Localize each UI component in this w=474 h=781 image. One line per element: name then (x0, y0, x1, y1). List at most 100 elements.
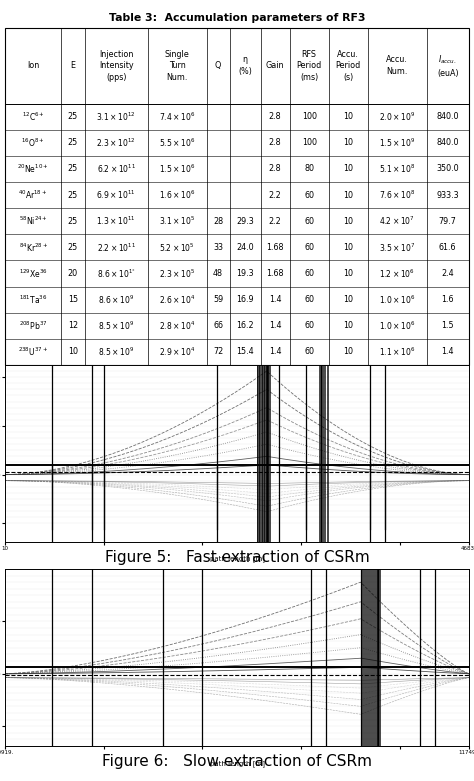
Text: 840.0: 840.0 (437, 112, 459, 121)
Text: $1.3\times10^{11}$: $1.3\times10^{11}$ (96, 215, 136, 227)
Text: $3.1\times10^{5}$: $3.1\times10^{5}$ (159, 215, 195, 227)
Text: $8.6\times10^{9}$: $8.6\times10^{9}$ (98, 294, 134, 306)
Text: $I_{accu.}$
(euA): $I_{accu.}$ (euA) (437, 54, 458, 77)
Text: 66: 66 (213, 321, 223, 330)
Text: 60: 60 (304, 348, 314, 356)
Text: 350.0: 350.0 (437, 164, 459, 173)
Text: $1.5\times10^{6}$: $1.5\times10^{6}$ (159, 162, 195, 175)
Text: 10: 10 (343, 321, 353, 330)
Text: 1.4: 1.4 (269, 295, 282, 304)
Text: 25: 25 (68, 138, 78, 148)
Text: $1.0\times10^{6}$: $1.0\times10^{6}$ (379, 319, 415, 332)
Text: 2.8: 2.8 (269, 164, 282, 173)
Text: $^{40}$Ar$^{18+}$: $^{40}$Ar$^{18+}$ (18, 189, 48, 201)
Text: 2.2: 2.2 (269, 191, 282, 199)
Text: 10: 10 (343, 191, 353, 199)
Text: 15: 15 (68, 295, 78, 304)
Text: $6.2\times10^{11}$: $6.2\times10^{11}$ (97, 162, 136, 175)
Text: path length [m]: path length [m] (210, 760, 264, 767)
Text: $2.3\times10^{5}$: $2.3\times10^{5}$ (159, 267, 195, 280)
Text: $2.6\times10^{4}$: $2.6\times10^{4}$ (159, 294, 195, 306)
Text: $^{84}$Kr$^{28+}$: $^{84}$Kr$^{28+}$ (18, 241, 48, 254)
Text: 79.7: 79.7 (439, 216, 456, 226)
Text: Single
Turn
Num.: Single Turn Num. (165, 50, 190, 81)
Text: 2.8: 2.8 (269, 138, 282, 148)
Text: 10: 10 (68, 348, 78, 356)
Text: Ion: Ion (27, 61, 39, 70)
Text: 2.4: 2.4 (441, 269, 454, 278)
Text: Table 3:  Accumulation parameters of RF3: Table 3: Accumulation parameters of RF3 (109, 13, 365, 23)
Text: 840.0: 840.0 (437, 138, 459, 148)
Text: 10: 10 (343, 295, 353, 304)
Text: $2.0\times10^{9}$: $2.0\times10^{9}$ (379, 110, 415, 123)
Text: 60: 60 (304, 191, 314, 199)
Text: 933.3: 933.3 (437, 191, 459, 199)
Text: 10: 10 (343, 216, 353, 226)
Text: 1.6: 1.6 (441, 295, 454, 304)
Text: $2.2\times10^{11}$: $2.2\times10^{11}$ (97, 241, 136, 254)
Text: 10: 10 (343, 112, 353, 121)
Text: RFS
Period
(ms): RFS Period (ms) (297, 50, 322, 81)
Text: $1.6\times10^{6}$: $1.6\times10^{6}$ (159, 189, 195, 201)
Text: 2.8: 2.8 (269, 112, 282, 121)
Text: $^{20}$Ne$^{10+}$: $^{20}$Ne$^{10+}$ (18, 162, 49, 175)
Text: $1.5\times10^{9}$: $1.5\times10^{9}$ (379, 137, 415, 149)
Text: 1.4: 1.4 (269, 321, 282, 330)
Text: $5.1\times10^{8}$: $5.1\times10^{8}$ (379, 162, 415, 175)
Text: $^{58}$Ni$^{24+}$: $^{58}$Ni$^{24+}$ (18, 215, 47, 227)
Text: 24.0: 24.0 (236, 243, 254, 251)
Text: 10: 10 (343, 348, 353, 356)
Text: 16.2: 16.2 (236, 321, 254, 330)
Text: $2.8\times10^{4}$: $2.8\times10^{4}$ (159, 319, 195, 332)
Text: $5.5\times10^{6}$: $5.5\times10^{6}$ (159, 137, 195, 149)
Text: η
(%): η (%) (238, 55, 252, 76)
Text: 10: 10 (343, 138, 353, 148)
Text: 25: 25 (68, 243, 78, 251)
Text: 60: 60 (304, 243, 314, 251)
Text: 1.68: 1.68 (266, 243, 284, 251)
Text: 60: 60 (304, 321, 314, 330)
Text: 1.4: 1.4 (269, 348, 282, 356)
Text: Gain: Gain (266, 61, 284, 70)
Text: 25: 25 (68, 164, 78, 173)
Text: 1.5: 1.5 (441, 321, 454, 330)
Text: Figure 6:   Slow extraction of CSRm: Figure 6: Slow extraction of CSRm (102, 754, 372, 769)
Text: $1.1\times10^{6}$: $1.1\times10^{6}$ (379, 346, 415, 358)
Text: $3.5\times10^{7}$: $3.5\times10^{7}$ (379, 241, 415, 254)
Text: 60: 60 (304, 216, 314, 226)
Text: $7.4\times10^{6}$: $7.4\times10^{6}$ (159, 110, 195, 123)
Text: 10: 10 (343, 164, 353, 173)
Text: 48: 48 (213, 269, 223, 278)
Text: $2.9\times10^{4}$: $2.9\times10^{4}$ (159, 346, 195, 358)
Text: $8.6\times10^{1°}$: $8.6\times10^{1°}$ (97, 267, 136, 280)
Text: 60: 60 (304, 295, 314, 304)
Text: 20: 20 (68, 269, 78, 278)
Text: 59: 59 (213, 295, 223, 304)
Text: 1.68: 1.68 (266, 269, 284, 278)
Text: $8.5\times10^{9}$: $8.5\times10^{9}$ (98, 319, 134, 332)
Text: 19.3: 19.3 (236, 269, 254, 278)
Text: 12: 12 (68, 321, 78, 330)
Text: $6.9\times10^{11}$: $6.9\times10^{11}$ (96, 189, 136, 201)
Text: 80: 80 (304, 164, 314, 173)
Text: Injection
Intensity
(pps): Injection Intensity (pps) (99, 50, 134, 81)
Text: 100: 100 (302, 112, 317, 121)
Text: $3.1\times10^{12}$: $3.1\times10^{12}$ (96, 110, 136, 123)
Text: $^{181}$Ta$^{36}$: $^{181}$Ta$^{36}$ (19, 294, 47, 306)
Text: Accu.
Num.: Accu. Num. (386, 55, 408, 76)
Text: $4.2\times10^{7}$: $4.2\times10^{7}$ (379, 215, 415, 227)
Text: 2.2: 2.2 (269, 216, 282, 226)
Text: Accu.
Period
(s): Accu. Period (s) (336, 50, 361, 81)
Text: $7.6\times10^{8}$: $7.6\times10^{8}$ (379, 189, 415, 201)
Text: $1.2\times10^{6}$: $1.2\times10^{6}$ (379, 267, 415, 280)
Text: 60: 60 (304, 269, 314, 278)
Text: $^{129}$Xe$^{36}$: $^{129}$Xe$^{36}$ (18, 267, 47, 280)
Text: $2.3\times10^{12}$: $2.3\times10^{12}$ (96, 137, 136, 149)
Text: 29.3: 29.3 (236, 216, 254, 226)
Text: $^{208}$Pb$^{37}$: $^{208}$Pb$^{37}$ (19, 319, 47, 332)
Text: 15.4: 15.4 (236, 348, 254, 356)
Text: 25: 25 (68, 112, 78, 121)
Text: 25: 25 (68, 191, 78, 199)
Text: $8.5\times10^{9}$: $8.5\times10^{9}$ (98, 346, 134, 358)
Text: 100: 100 (302, 138, 317, 148)
